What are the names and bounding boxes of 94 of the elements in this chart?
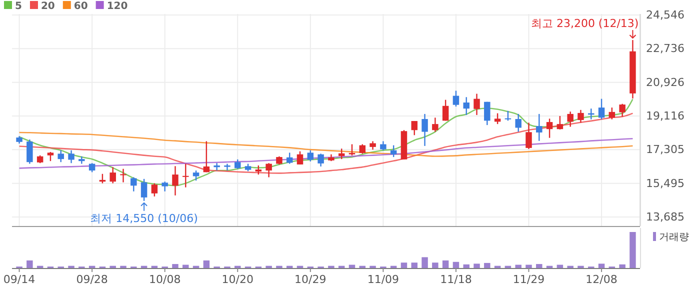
candlestick bbox=[474, 93, 480, 116]
candlestick bbox=[224, 163, 230, 172]
candlestick bbox=[296, 150, 304, 166]
bar bbox=[432, 262, 438, 268]
bar bbox=[172, 264, 178, 268]
annotation: 최저 14,550 (10/06) bbox=[90, 212, 198, 225]
legend-label: 20 bbox=[40, 1, 55, 12]
candlestick bbox=[432, 117, 438, 132]
candlestick bbox=[556, 115, 564, 130]
candlestick bbox=[494, 112, 501, 125]
candlestick bbox=[130, 176, 137, 192]
bar bbox=[536, 264, 542, 268]
legend-label: 5 bbox=[15, 1, 22, 12]
bar bbox=[484, 262, 490, 268]
x-tick-label: 12/08 bbox=[586, 272, 618, 286]
candlestick bbox=[422, 113, 428, 147]
bar bbox=[400, 262, 408, 268]
bar bbox=[630, 232, 636, 268]
candlestick bbox=[318, 153, 324, 168]
candlestick bbox=[151, 182, 158, 198]
x-tick-label: 11/29 bbox=[512, 272, 545, 286]
candlestick bbox=[504, 110, 512, 122]
y-tick-label: 20,926 bbox=[646, 76, 684, 89]
candlestick bbox=[203, 140, 210, 173]
line-series bbox=[18, 112, 634, 174]
candlestick bbox=[182, 163, 189, 188]
candlestick bbox=[608, 106, 616, 120]
candlestick bbox=[359, 144, 366, 154]
legend-label: 60 bbox=[74, 1, 88, 12]
candlestick bbox=[255, 164, 262, 176]
bar bbox=[526, 264, 532, 268]
candlestick bbox=[266, 162, 272, 178]
y-tick-label: 24,546 bbox=[646, 8, 684, 22]
bar bbox=[463, 264, 470, 268]
x-tick-label: 09/28 bbox=[76, 272, 108, 286]
bar bbox=[182, 264, 189, 268]
bar bbox=[619, 264, 626, 268]
candlestick bbox=[390, 144, 397, 158]
legend-label: 거래량 bbox=[659, 232, 689, 243]
candlestick bbox=[484, 101, 490, 126]
y-tick-label: 15,495 bbox=[646, 176, 684, 190]
candlestick bbox=[380, 140, 386, 151]
y-tick-label: 22,736 bbox=[646, 42, 684, 56]
bar bbox=[411, 262, 418, 268]
bar bbox=[26, 260, 33, 268]
candlestick bbox=[110, 166, 116, 184]
x-tick-label: 10/20 bbox=[222, 272, 254, 286]
line-series bbox=[18, 132, 634, 157]
y-tick-label: 17,305 bbox=[646, 143, 684, 156]
bar bbox=[452, 262, 460, 268]
candlestick bbox=[120, 168, 126, 183]
x-tick-label: 10/29 bbox=[294, 272, 326, 286]
candlestick bbox=[463, 96, 470, 116]
x-tick-label: 10/08 bbox=[148, 272, 181, 286]
candlestick bbox=[578, 109, 584, 124]
candlestick bbox=[546, 118, 553, 138]
y-tick-label: 19,116 bbox=[646, 110, 684, 123]
y-tick-label: 13,685 bbox=[646, 210, 684, 224]
x-tick-label: 11/09 bbox=[367, 272, 400, 286]
candlestick bbox=[172, 166, 178, 196]
bar bbox=[598, 264, 605, 268]
candlestick bbox=[452, 90, 460, 108]
candlestick bbox=[58, 150, 64, 163]
bar bbox=[203, 260, 210, 268]
candlestick bbox=[515, 113, 522, 132]
candlestick bbox=[78, 156, 85, 164]
candlestick bbox=[214, 162, 220, 172]
candlestick bbox=[338, 148, 345, 160]
candlestick bbox=[526, 122, 532, 150]
candlestick bbox=[619, 103, 626, 118]
candlestick bbox=[567, 110, 574, 128]
candlestick bbox=[286, 152, 293, 164]
bar bbox=[474, 264, 480, 268]
legend-label: 120 bbox=[106, 1, 128, 12]
candlestick bbox=[162, 181, 168, 192]
candlestick bbox=[234, 158, 241, 170]
candlestick bbox=[307, 150, 314, 162]
candlestick bbox=[536, 113, 542, 142]
candlestick bbox=[442, 99, 449, 122]
candlestick bbox=[598, 98, 605, 120]
candlestick bbox=[192, 170, 200, 182]
candlestick bbox=[140, 178, 148, 202]
x-tick-label: 09/14 bbox=[3, 272, 36, 286]
candlestick bbox=[47, 151, 54, 162]
annotation: 최고 23,200 (12/13) bbox=[530, 17, 639, 30]
candlestick bbox=[348, 144, 356, 156]
bar bbox=[422, 257, 428, 268]
bar bbox=[515, 264, 522, 268]
candlestick bbox=[411, 120, 418, 136]
candlestick bbox=[68, 150, 74, 164]
candlestick bbox=[88, 162, 96, 173]
bar bbox=[442, 260, 449, 268]
candlestick bbox=[26, 138, 33, 164]
x-tick-label: 11/18 bbox=[440, 272, 472, 286]
